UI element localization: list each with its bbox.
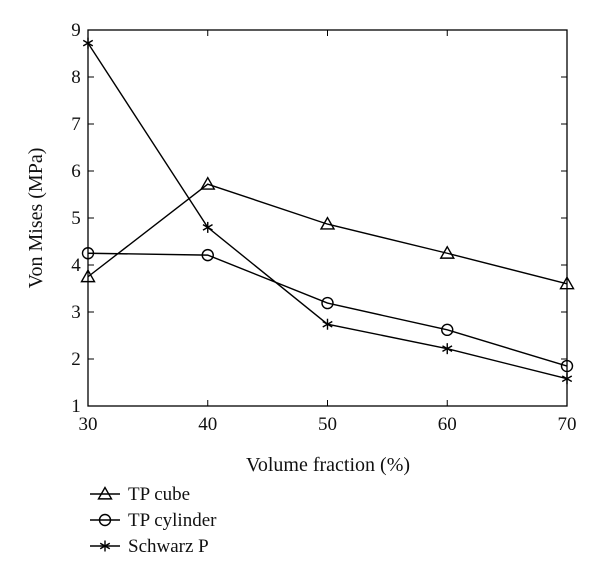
x-axis-label: Volume fraction (%) bbox=[246, 454, 410, 476]
series-tp-cube bbox=[80, 176, 575, 290]
y-axis-label: Von Mises (MPa) bbox=[25, 148, 47, 289]
legend-marker bbox=[99, 540, 111, 552]
x-tick-label: 50 bbox=[318, 414, 337, 435]
data-point bbox=[319, 216, 336, 230]
y-tick-label: 7 bbox=[71, 114, 81, 135]
data-point bbox=[80, 268, 96, 283]
y-tick-label: 2 bbox=[71, 349, 81, 370]
data-point bbox=[200, 176, 216, 190]
data-point bbox=[442, 343, 453, 355]
data-point bbox=[560, 359, 574, 373]
legend: TP cube TP cylinder Schwarz P bbox=[90, 484, 217, 557]
x-tick-label: 70 bbox=[558, 414, 577, 435]
data-point bbox=[439, 245, 455, 259]
series-line bbox=[87, 183, 568, 285]
legend-entry: TP cylinder bbox=[90, 510, 217, 531]
x-axis-ticks: 30 40 50 60 70 bbox=[79, 30, 577, 435]
data-point bbox=[81, 247, 95, 260]
legend-label: Schwarz P bbox=[128, 536, 209, 557]
data-point bbox=[561, 373, 573, 385]
legend-entry: Schwarz P bbox=[90, 536, 209, 557]
data-point bbox=[321, 296, 334, 310]
y-tick-label: 5 bbox=[71, 208, 81, 229]
y-axis-ticks: 1 2 3 4 5 6 7 8 9 bbox=[71, 20, 567, 417]
y-tick-label: 4 bbox=[71, 255, 81, 276]
y-tick-label: 9 bbox=[71, 20, 81, 41]
x-tick-label: 40 bbox=[198, 414, 217, 435]
y-tick-label: 3 bbox=[71, 302, 81, 323]
data-point bbox=[441, 323, 454, 337]
legend-label: TP cylinder bbox=[128, 510, 217, 531]
series-layer bbox=[80, 37, 575, 385]
legend-marker bbox=[98, 513, 112, 527]
data-point bbox=[559, 275, 575, 290]
data-point bbox=[322, 318, 333, 330]
y-tick-label: 6 bbox=[71, 161, 81, 182]
y-tick-label: 8 bbox=[71, 67, 81, 88]
series-schwarz-p bbox=[82, 37, 573, 385]
legend-label: TP cube bbox=[128, 484, 190, 505]
y-tick-label: 1 bbox=[71, 396, 81, 417]
data-point bbox=[201, 248, 214, 262]
legend-entry: TP cube bbox=[90, 484, 190, 505]
series-tp-cylinder bbox=[81, 247, 574, 373]
x-tick-label: 30 bbox=[79, 414, 98, 435]
legend-marker bbox=[97, 486, 113, 500]
data-point bbox=[82, 37, 94, 49]
series-line bbox=[87, 252, 568, 367]
data-point bbox=[202, 221, 213, 233]
x-tick-label: 60 bbox=[438, 414, 457, 435]
